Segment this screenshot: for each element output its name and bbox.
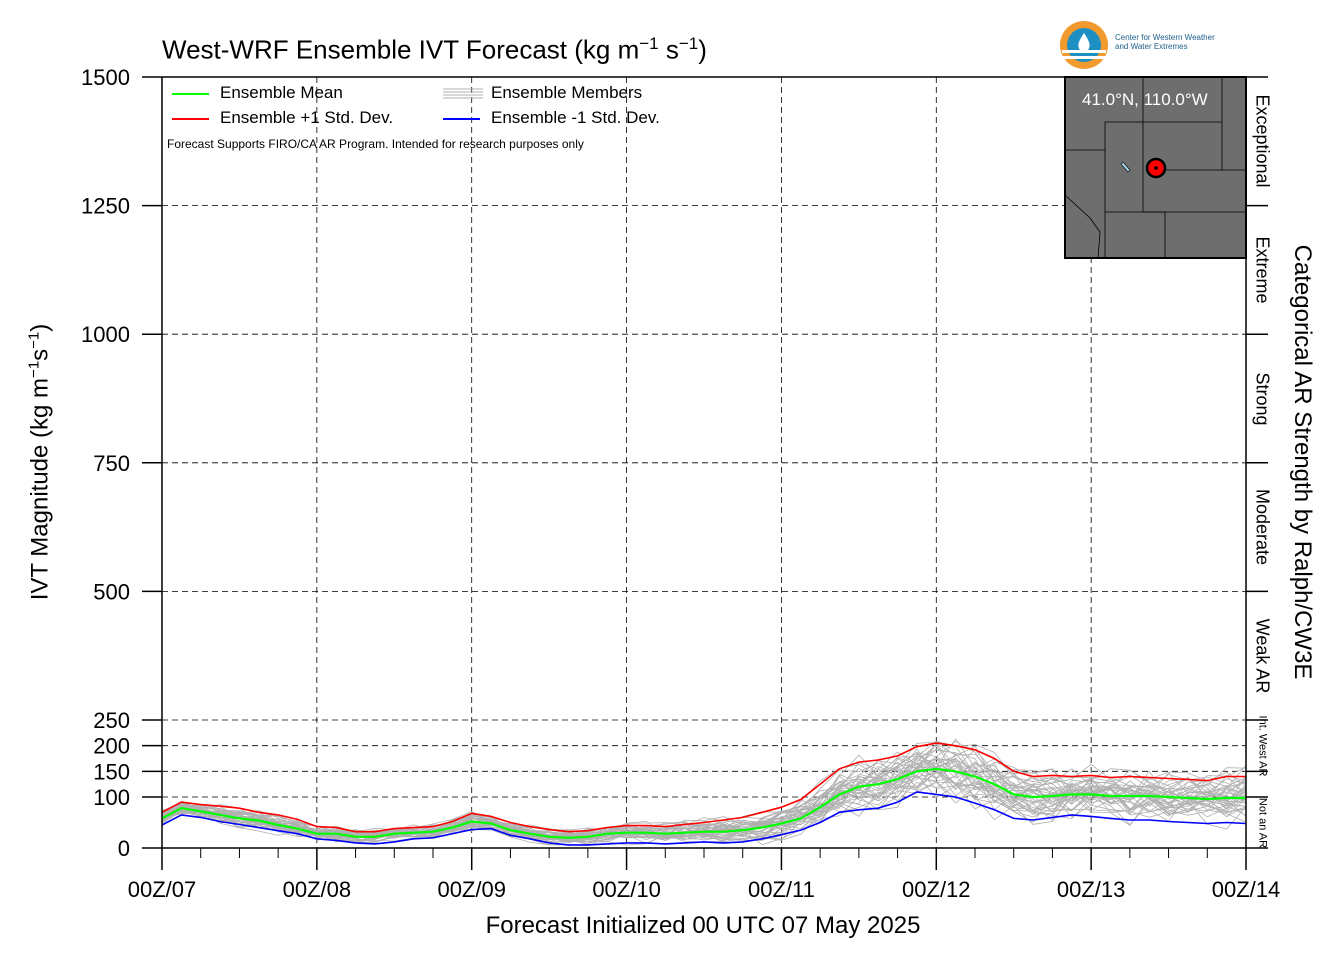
category-label-not-an-ar: Not an AR (1256, 797, 1269, 848)
grid-lines (162, 77, 1246, 848)
legend-swatch-members (443, 88, 483, 99)
x-tick-label-144: 00Z/13 (1057, 877, 1126, 902)
cw3e-logo-mark (1060, 21, 1108, 69)
y-tick-label-150: 150 (93, 759, 130, 784)
ensemble-member-line-25 (161, 749, 1247, 840)
ensemble-member-line-35 (161, 759, 1247, 839)
inset-lake-icon (1120, 161, 1131, 173)
ensemble-member-line-40 (161, 742, 1247, 840)
legend-label-minus-std: Ensemble -1 Std. Dev. (491, 108, 660, 127)
inset-map-frame (1064, 76, 1247, 259)
x-tick-label-72: 00Z/10 (592, 877, 661, 902)
x-tick-label-120: 00Z/12 (902, 877, 971, 902)
location-marker-center (1154, 166, 1158, 170)
logo-text: Center for Western Weather and Water Ext… (1115, 33, 1215, 51)
y-tick-label-100: 100 (93, 785, 130, 810)
series-line-ensemble-1-std-dev- (161, 791, 1247, 846)
category-label-extreme: Extreme (1252, 236, 1273, 304)
inset-location-label: 41.0°N, 110.0°W (1082, 90, 1208, 109)
y-tick-label-0: 0 (118, 836, 130, 861)
legend-swatch-mean (172, 93, 209, 95)
legend-label-mean: Ensemble Mean (220, 83, 343, 102)
cw3e-logo-icon: Center for Western Weather and Water Ext… (1058, 18, 1258, 74)
y-tick-label-500: 500 (93, 579, 130, 604)
series-line-ensemble-1-std-dev- (161, 742, 1246, 833)
legend-swatch-plus-std (172, 118, 209, 120)
y-tick-label-1500: 1500 (81, 65, 130, 90)
category-label-exceptional: Exceptional (1252, 94, 1273, 188)
ensemble-member-line-36 (161, 745, 1247, 834)
x-tick-label-96: 00Z/11 (748, 877, 815, 902)
y-tick-label-750: 750 (93, 451, 130, 476)
legend-label-members: Ensemble Members (491, 83, 643, 102)
x-tick-label-168: 00Z/14 (1212, 877, 1281, 902)
series-line-ensemble-mean (161, 767, 1246, 839)
category-label-moderate: Moderate (1252, 489, 1273, 566)
x-tick-label-24: 00Z/08 (283, 877, 352, 902)
chart-title: West-WRF Ensemble IVT Forecast (kg m−1 s… (162, 34, 707, 65)
category-label-int-west-ar: Int. West AR (1256, 715, 1269, 777)
inset-map (1064, 76, 1247, 259)
series-group (161, 742, 1247, 846)
inset-border-2 (1104, 77, 1144, 150)
categorical-axis-label: Categorical AR Strength by Ralph/CW3E (1289, 244, 1316, 680)
ensemble-member-line-24 (161, 761, 1247, 843)
legend-label-plus-std: Ensemble +1 Std. Dev. (220, 108, 394, 127)
x-tick-label-48: 00Z/09 (437, 877, 506, 902)
legend-swatch-minus-std (443, 118, 480, 120)
disclaimer-text: Forecast Supports FIRO/CA AR Program. In… (167, 137, 584, 151)
y-tick-label-200: 200 (93, 734, 130, 759)
y-tick-label-1250: 1250 (81, 194, 130, 219)
category-label-strong: Strong (1252, 371, 1273, 426)
inset-border-9 (1064, 194, 1101, 259)
y-tick-label-250: 250 (93, 708, 130, 733)
ensemble-members-group (161, 738, 1247, 847)
x-axis-label: Forecast Initialized 00 UTC 07 May 2025 (485, 912, 921, 939)
x-tick-label-0: 00Z/07 (128, 877, 197, 902)
y-tick-label-1000: 1000 (81, 322, 130, 347)
category-label-weak-ar: Weak AR (1252, 618, 1273, 694)
ensemble-member-line-39 (161, 743, 1247, 838)
y-axis-label: IVT Magnitude (kg m−1s−1) (25, 323, 54, 601)
